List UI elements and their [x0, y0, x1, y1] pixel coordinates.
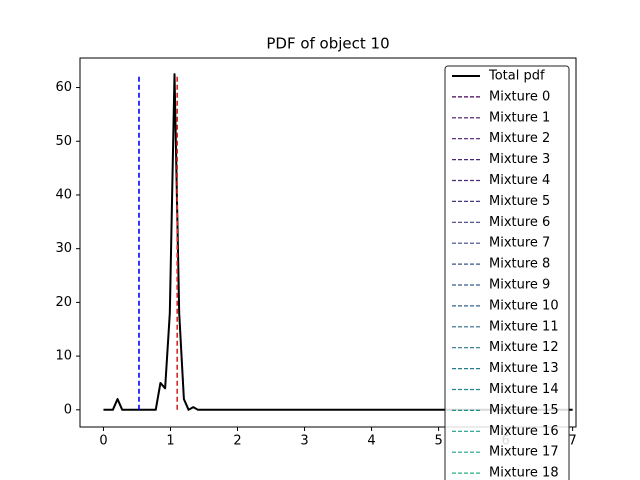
legend-label: Mixture 11 [489, 319, 559, 334]
legend-label: Mixture 15 [489, 403, 559, 418]
legend-label: Mixture 1 [489, 110, 550, 125]
legend-label: Mixture 0 [489, 89, 550, 104]
legend-frame [444, 65, 570, 480]
y-tick-label: 30 [55, 241, 72, 256]
y-tick-label: 20 [55, 295, 72, 310]
legend-label: Mixture 10 [489, 298, 559, 313]
legend-label: Mixture 3 [489, 152, 550, 167]
axes-frame [79, 57, 577, 428]
x-tick-label: 4 [367, 434, 375, 449]
legend-label: Mixture 8 [489, 257, 550, 272]
legend-label: Mixture 7 [489, 236, 550, 251]
x-tick-label: 3 [300, 434, 308, 449]
y-tick-label: 40 [55, 187, 72, 202]
chart-title: PDF of object 10 [266, 35, 389, 53]
x-tick-label: 1 [166, 434, 174, 449]
legend-label: Mixture 2 [489, 131, 550, 146]
series-line [103, 73, 573, 411]
y-tick-label: 60 [55, 80, 72, 95]
legend-label: Mixture 5 [489, 194, 550, 209]
legend-label: Mixture 18 [489, 466, 559, 480]
legend-label: Mixture 9 [489, 278, 550, 293]
x-tick-label: 7 [569, 434, 577, 449]
legend-label: Mixture 12 [489, 340, 559, 355]
legend-label: Total pdf [488, 69, 545, 84]
x-tick-label: 0 [99, 434, 107, 449]
legend-label: Mixture 4 [489, 173, 550, 188]
legend-label: Mixture 13 [489, 361, 559, 376]
x-tick-label: 5 [434, 434, 442, 449]
legend-label: Mixture 16 [489, 424, 559, 439]
y-tick-label: 50 [55, 134, 72, 149]
legend-label: Mixture 14 [489, 382, 559, 397]
x-tick-label: 2 [233, 434, 241, 449]
y-tick-label: 10 [55, 349, 72, 364]
legend-label: Mixture 6 [489, 215, 550, 230]
legend-label: Mixture 17 [489, 445, 559, 460]
y-tick-label: 0 [64, 402, 72, 417]
